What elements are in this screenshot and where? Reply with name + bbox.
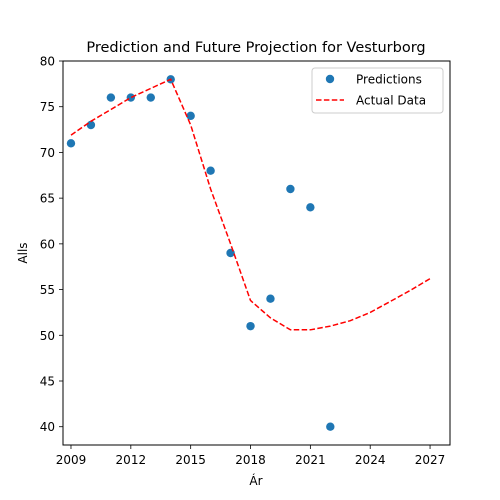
x-axis-label: Ár (249, 473, 262, 488)
plot-area (66, 75, 431, 431)
legend: Predictions Actual Data (311, 67, 444, 114)
axes: 2009 2012 2015 2018 2021 2024 2027 40 45 50 55 60 65… (40, 55, 451, 467)
data-point (286, 184, 295, 194)
legend-box (311, 67, 444, 114)
data-point (266, 294, 275, 303)
y-tick-label: 80 (40, 55, 55, 69)
y-tick-label: 65 (40, 192, 55, 206)
data-point (246, 321, 255, 331)
data-point (106, 93, 116, 102)
data-point (206, 166, 215, 175)
data-point (186, 111, 195, 121)
y-tick-label: 75 (40, 100, 55, 114)
x-tick-label: 2009 (56, 453, 87, 467)
x-tick-label: 2021 (295, 453, 326, 467)
x-tick-label: 2018 (235, 453, 266, 467)
data-point (86, 120, 96, 130)
data-point (126, 93, 136, 102)
chart-title: Prediction and Future Projection for Ves… (86, 40, 425, 56)
y-tick-label: 45 (40, 375, 55, 389)
y-axis-label: Alls (16, 242, 30, 263)
plot-frame (62, 60, 451, 446)
y-tick-label: 40 (40, 420, 55, 434)
x-tick-label: 2027 (415, 453, 446, 467)
x-tick-label: 2024 (355, 453, 386, 467)
data-point (306, 203, 315, 212)
legend-point-marker (325, 74, 335, 84)
y-tick-label: 60 (40, 237, 55, 251)
y-tick-label: 70 (40, 146, 55, 160)
data-point (326, 422, 335, 431)
data-point (146, 93, 155, 102)
series-line-actual-data (70, 78, 431, 331)
legend-label: Actual Data (356, 94, 426, 108)
legend-label: Predictions (356, 73, 422, 87)
x-tick-label: 2015 (175, 453, 206, 467)
x-tick-label: 2012 (116, 453, 147, 467)
y-tick-label: 55 (40, 283, 55, 297)
data-point (66, 139, 76, 148)
y-tick-label: 50 (40, 329, 55, 343)
